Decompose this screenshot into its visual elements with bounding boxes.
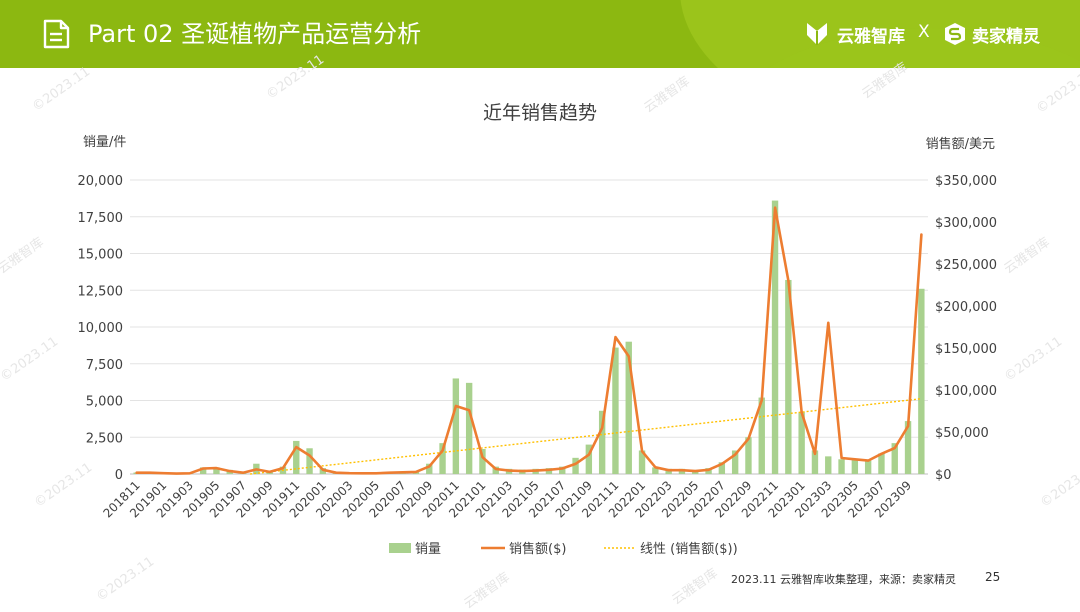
bar: [306, 448, 312, 474]
bar: [453, 378, 459, 474]
y-right-tick-label: $250,000: [935, 258, 997, 273]
y-left-axis-label: 销量/件: [83, 135, 126, 150]
y-right-tick-label: $300,000: [935, 216, 997, 231]
y-left-tick-label: 15,000: [78, 248, 124, 263]
legend-label-units: 销量: [415, 542, 441, 557]
y-left-tick-label: 7,500: [86, 358, 123, 373]
y-left-tick-label: 0: [115, 468, 123, 483]
y-left-tick-label: 10,000: [78, 321, 124, 336]
bar: [865, 461, 871, 474]
legend-label-trend: 线性 (销售额($)): [640, 541, 738, 557]
bar: [918, 289, 924, 474]
y-right-tick-label: $100,000: [935, 384, 997, 399]
y-right-ticks: $0 $50,000 $100,000 $150,000 $200,000 $250,00…: [935, 174, 997, 483]
x-axis-ticks: 2018112019012019032019052019072019092019…: [100, 478, 914, 520]
y-right-tick-label: $0: [935, 468, 952, 483]
chart-legend: 销量 销售额($) 线性 (销售额($)): [389, 541, 738, 557]
y-right-tick-label: $200,000: [935, 300, 997, 315]
y-left-tick-label: 5,000: [86, 395, 123, 410]
y-right-tick-label: $50,000: [935, 426, 989, 441]
bar: [612, 348, 618, 474]
bar: [878, 453, 884, 474]
bar: [852, 460, 858, 474]
bar: [838, 459, 844, 474]
page-number: 25: [985, 570, 1000, 584]
y-left-tick-label: 20,000: [78, 174, 124, 189]
y-right-tick-label: $350,000: [935, 174, 997, 189]
y-left-tick-label: 17,500: [78, 211, 124, 226]
y-left-tick-label: 12,500: [78, 284, 124, 299]
bar-series-units: [133, 201, 924, 474]
y-left-tick-label: 2,500: [86, 431, 123, 446]
footer-source: 2023.11 云雅智库收集整理，来源：卖家精灵: [731, 571, 956, 587]
bar: [466, 383, 472, 474]
y-right-tick-label: $150,000: [935, 342, 997, 357]
chart-title: 近年销售趋势: [483, 102, 597, 124]
legend-label-revenue: 销售额($): [509, 541, 566, 557]
y-left-ticks: 0 2,500 5,000 7,500 10,000 12,500 15,000 17,500…: [78, 174, 124, 483]
y-right-axis-label: 销售额/美元: [926, 136, 995, 152]
bar: [825, 456, 831, 474]
legend-swatch-bar: [389, 543, 411, 553]
